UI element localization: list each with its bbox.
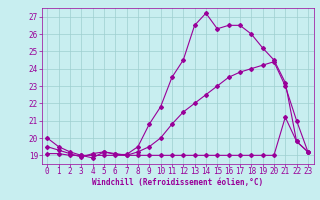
- X-axis label: Windchill (Refroidissement éolien,°C): Windchill (Refroidissement éolien,°C): [92, 178, 263, 187]
